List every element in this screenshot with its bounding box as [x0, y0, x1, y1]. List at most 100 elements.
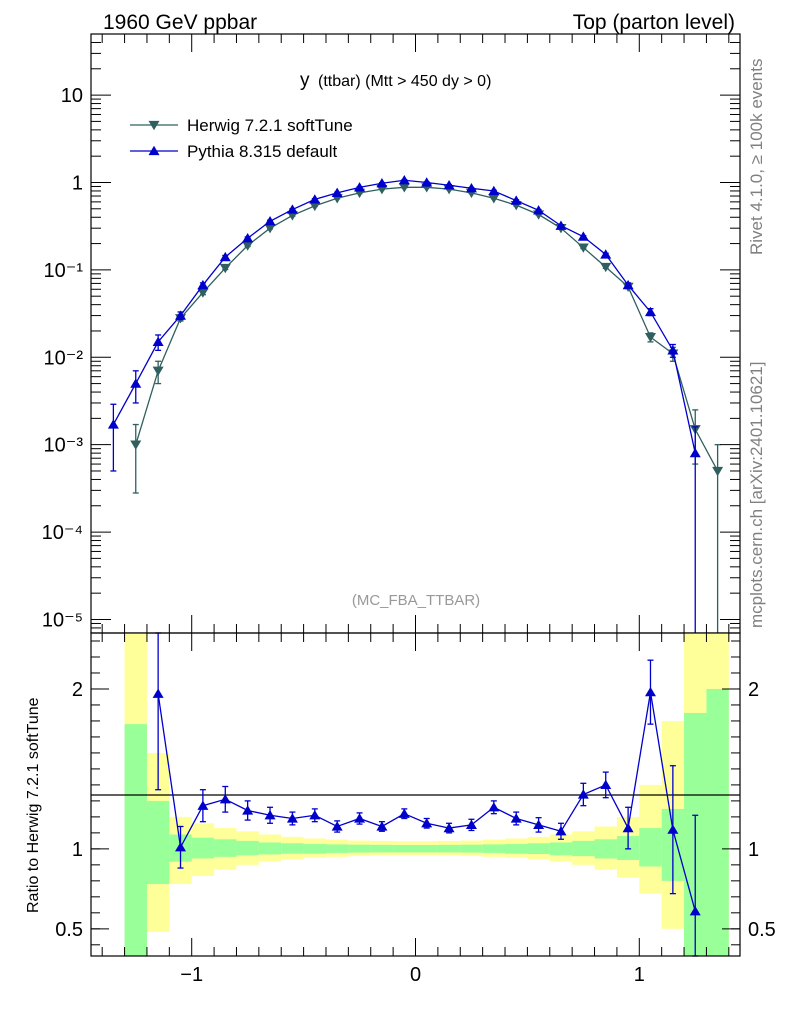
- data-point: [264, 216, 276, 226]
- ratio-point: [309, 810, 321, 820]
- y-tick-label: 10: [61, 85, 83, 107]
- uncertainty-band-1sigma: [124, 724, 147, 956]
- main-panel: 10 1 10⁻¹ 10⁻² 10⁻³ 10⁻⁴ 10⁻⁵ y (ttbar) (Mtt >…: [42, 33, 741, 634]
- legend-entry: Herwig 7.2.1 softTune: [187, 116, 353, 135]
- ratio-point: [376, 821, 388, 831]
- legend-entry: Pythia 8.315 default: [187, 142, 338, 161]
- uncertainty-band-1sigma: [549, 842, 573, 856]
- data-point: [197, 279, 209, 290]
- data-point: [443, 180, 455, 190]
- plot-title-sub: (ttbar) (Mtt > 450 dy > 0): [318, 73, 491, 90]
- uncertainty-band-1sigma: [191, 837, 215, 859]
- x-tick-label: 1: [634, 964, 645, 986]
- data-point: [242, 233, 254, 243]
- y-tick-label: 10⁻⁵: [42, 609, 83, 631]
- ratio-point: [488, 802, 500, 812]
- data-point: [286, 204, 298, 214]
- uncertainty-band-1sigma: [146, 800, 170, 885]
- data-point: [712, 466, 724, 477]
- y-tick-label: 10⁻¹: [44, 260, 84, 282]
- uncertainty-band-1sigma: [482, 844, 506, 853]
- data-point: [488, 194, 500, 204]
- data-point: [152, 336, 164, 347]
- y-tick-label: 10⁻⁴: [42, 522, 83, 544]
- data-point: [354, 182, 366, 192]
- data-point: [600, 249, 612, 259]
- data-point: [555, 220, 567, 230]
- ratio-point: [689, 906, 701, 916]
- ratio-point: [577, 789, 589, 799]
- data-point: [644, 306, 656, 317]
- ratio-y-tick-label-right: 1: [748, 839, 759, 861]
- data-point: [197, 288, 209, 298]
- ratio-point: [286, 813, 298, 823]
- data-point: [421, 177, 433, 187]
- ratio-point: [175, 842, 187, 852]
- uncertainty-band-1sigma: [437, 844, 461, 853]
- data-point: [309, 194, 321, 204]
- ratio-line: [157, 692, 696, 912]
- data-point: [130, 378, 142, 388]
- data-point: [644, 333, 656, 343]
- uncertainty-band-1sigma: [706, 688, 729, 956]
- ratio-point: [465, 819, 477, 830]
- watermark-label: (MC_FBA_TTBAR): [352, 592, 480, 609]
- mcplots-label: mcplots.cern.ch [arXiv:2401.10621]: [747, 362, 766, 628]
- uncertainty-band-1sigma: [325, 844, 349, 853]
- data-point: [175, 310, 187, 320]
- data-point: [376, 178, 388, 188]
- ratio-point: [600, 779, 612, 790]
- uncertainty-band-1sigma: [460, 844, 483, 853]
- uncertainty-band-1sigma: [393, 845, 416, 853]
- data-point: [107, 419, 119, 429]
- y-tick-label: 1: [72, 172, 83, 194]
- data-point: [577, 231, 589, 241]
- ratio-series-pythia: [152, 632, 701, 957]
- uncertainty-band-1sigma: [258, 842, 282, 855]
- data-point: [398, 183, 410, 193]
- ratio-point: [555, 826, 567, 836]
- data-point: [219, 263, 231, 274]
- uncertainty-band-1sigma: [370, 844, 394, 853]
- ratio-point: [219, 794, 231, 804]
- ratio-point: [622, 822, 634, 833]
- uncertainty-band-1sigma: [281, 843, 304, 854]
- data-point: [242, 241, 254, 251]
- ratio-point: [644, 686, 656, 697]
- ratio-y-tick-label-right: 0.5: [748, 919, 776, 941]
- data-point: [510, 195, 522, 205]
- x-tick-label: −1: [180, 964, 203, 986]
- data-point: [130, 440, 142, 450]
- header-left-label: 1960 GeV ppbar: [103, 11, 257, 34]
- series-line: [112, 179, 696, 454]
- uncertainty-band-1sigma: [505, 844, 528, 854]
- ratio-point: [533, 819, 545, 830]
- data-point: [264, 224, 276, 234]
- data-point: [219, 251, 231, 262]
- ratio-point: [354, 813, 366, 823]
- uncertainty-band-1sigma: [415, 845, 438, 853]
- ratio-point: [197, 800, 209, 810]
- ratio-y-tick-label: 0.5: [55, 919, 83, 941]
- data-point: [465, 182, 477, 193]
- ratio-y-tick-label-right: 2: [748, 679, 759, 701]
- ratio-point: [264, 810, 276, 820]
- series-line: [135, 186, 719, 472]
- uncertainty-band-1sigma: [303, 844, 326, 854]
- data-point: [689, 447, 701, 458]
- ratio-y-tick-label: 2: [72, 679, 83, 701]
- ratio-point: [667, 824, 679, 834]
- data-point: [331, 187, 343, 198]
- y-tick-label: 10⁻³: [44, 435, 84, 457]
- ratio-point: [331, 821, 343, 831]
- rivet-version-label: Rivet 4.1.0, ≥ 100k events: [747, 59, 766, 255]
- uncertainty-band-1sigma: [594, 839, 617, 859]
- plot-title-main: y: [300, 70, 310, 91]
- ratio-point: [421, 818, 433, 828]
- x-tick-label: 0: [410, 964, 421, 986]
- data-point: [309, 201, 321, 212]
- legend: Herwig 7.2.1 softTune Pythia 8.315 defaul…: [130, 116, 353, 161]
- data-point: [488, 185, 500, 196]
- ratio-y-tick-label: 1: [72, 839, 83, 861]
